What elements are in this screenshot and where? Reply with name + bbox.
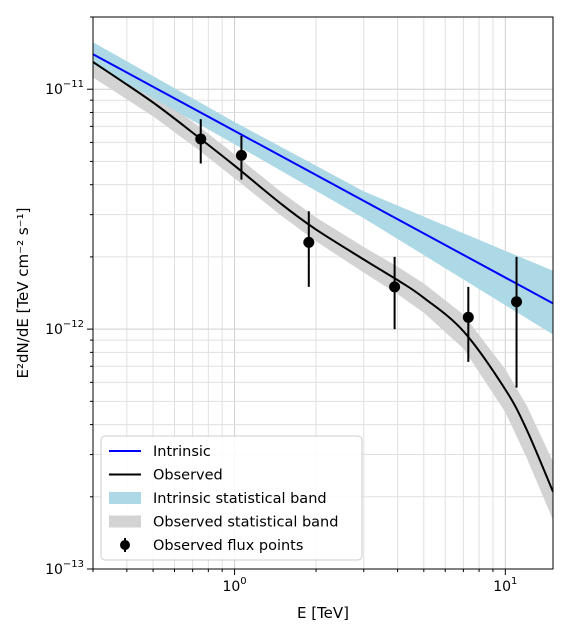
legend-label: Intrinsic statistical band bbox=[153, 491, 327, 507]
x-axis-label: E [TeV] bbox=[297, 604, 349, 622]
x-tick-label: 100 bbox=[222, 576, 246, 595]
plot-frame bbox=[92, 16, 554, 570]
flux-point bbox=[462, 311, 474, 323]
flux-point bbox=[389, 281, 401, 293]
legend-box bbox=[100, 435, 363, 561]
axis-ticks: 100 101 10−13 10−12 10−11 bbox=[45, 16, 517, 595]
flux-points bbox=[195, 119, 523, 388]
legend-item: Intrinsic statistical band bbox=[109, 491, 327, 507]
flux-point bbox=[235, 149, 247, 161]
legend-label: Intrinsic bbox=[153, 444, 211, 460]
y-axis-label: E²dN/dE [TeV cm⁻² s⁻¹] bbox=[14, 208, 32, 379]
legend-label: Observed flux points bbox=[153, 538, 303, 554]
legend-item: Observed flux points bbox=[120, 538, 303, 554]
y-tick-label: 10−13 bbox=[45, 559, 84, 578]
flux-point bbox=[195, 133, 207, 145]
legend-band-swatch bbox=[109, 492, 141, 504]
legend-label: Observed bbox=[153, 468, 223, 484]
legend-band-swatch bbox=[109, 515, 141, 528]
flux-point bbox=[303, 236, 315, 248]
band-observed-statistical-band bbox=[93, 52, 553, 520]
legend-marker-swatch bbox=[120, 540, 130, 550]
legend: Intrinsic Observed Intrinsic statistical b… bbox=[100, 435, 363, 561]
statistical-bands bbox=[93, 42, 553, 520]
legend-item: Observed statistical band bbox=[109, 515, 338, 531]
legend-item: Intrinsic bbox=[109, 444, 211, 460]
flux-point bbox=[511, 296, 523, 308]
band-intrinsic-statistical-band bbox=[93, 42, 553, 335]
line-intrinsic bbox=[92, 53, 554, 305]
y-tick-label: 10−12 bbox=[45, 319, 84, 338]
x-tick-label: 101 bbox=[493, 576, 517, 595]
legend-label: Observed statistical band bbox=[153, 515, 338, 531]
y-tick-label: 10−11 bbox=[45, 79, 84, 98]
legend-item: Observed bbox=[109, 468, 223, 484]
